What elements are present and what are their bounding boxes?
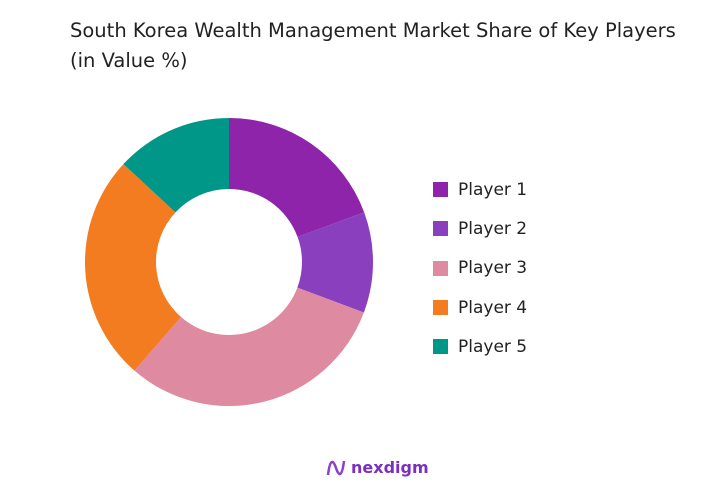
slice-player-3 — [134, 287, 364, 407]
nexdigm-logo: nexdigm — [326, 458, 429, 477]
slice-player-4 — [85, 164, 182, 371]
legend-label: Player 5 — [458, 336, 528, 357]
brand-name: nexdigm — [351, 458, 429, 477]
legend-label: Player 4 — [458, 297, 528, 318]
legend: Player 1 Player 2 Player 3 Player 4 Player 5 — [433, 170, 527, 366]
slice-player-5 — [123, 118, 229, 213]
legend-item: Player 2 — [433, 209, 527, 248]
legend-item: Player 4 — [433, 288, 527, 327]
legend-item: Player 3 — [433, 249, 527, 288]
legend-swatch — [433, 300, 448, 316]
legend-swatch — [433, 221, 448, 237]
legend-swatch — [433, 260, 448, 276]
slice-player-2 — [297, 212, 374, 313]
logo-icon — [326, 460, 346, 475]
legend-label: Player 2 — [458, 218, 528, 239]
legend-item: Player 1 — [433, 170, 527, 209]
legend-label: Player 1 — [458, 179, 528, 200]
legend-swatch — [433, 182, 448, 198]
slice-player-1 — [229, 118, 365, 237]
chart-title: South Korea Wealth Management Market Sha… — [70, 19, 676, 72]
legend-swatch — [433, 339, 448, 355]
legend-item: Player 5 — [433, 327, 527, 366]
legend-label: Player 3 — [458, 258, 528, 279]
